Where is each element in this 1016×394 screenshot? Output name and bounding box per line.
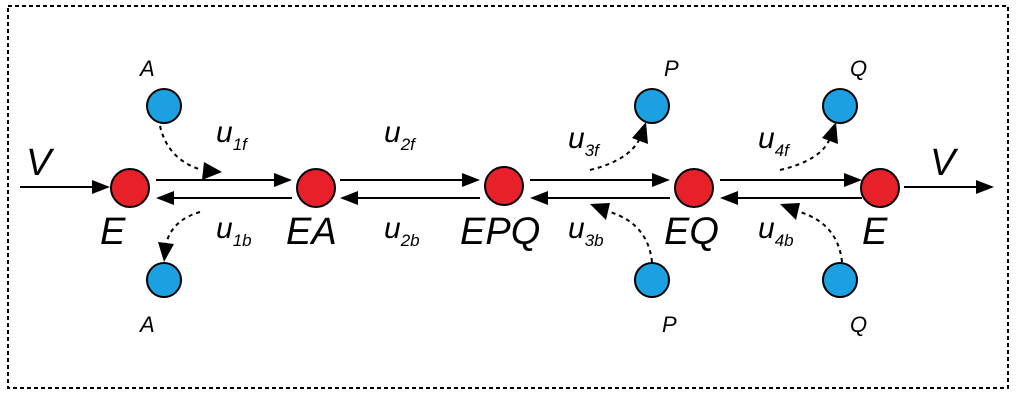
input-flux-arrow	[20, 180, 110, 194]
reaction-arrows-step-2	[340, 173, 480, 205]
rate-3f-symbol: u	[568, 122, 585, 155]
rate-1b-label: u1b	[216, 212, 252, 250]
rate-1b-subscript: 1b	[233, 231, 252, 250]
node-e-start	[110, 168, 150, 208]
node-e-end	[860, 168, 900, 208]
binding-arrow-a-in	[159, 125, 222, 180]
species-a-in-node	[146, 88, 182, 124]
rate-4f-label: u4f	[758, 122, 791, 160]
node-epq	[484, 166, 524, 206]
rate-2f-symbol: u	[384, 116, 401, 149]
species-p-out-label: P	[664, 56, 679, 81]
species-p-in-node	[634, 262, 670, 298]
species-p-out-node	[634, 88, 670, 124]
species-a-out-label: A	[138, 312, 155, 337]
rate-4b-symbol: u	[758, 212, 775, 245]
species-q-out-label: Q	[850, 56, 867, 81]
species-a-out-node	[146, 262, 182, 298]
release-arrow-a-out	[158, 211, 201, 262]
node-e-end-label: E	[862, 211, 888, 253]
release-arrow-q-out	[779, 122, 838, 171]
rate-2f-subscript: 2f	[400, 135, 417, 154]
rate-1f-subscript: 1f	[233, 135, 249, 154]
rate-1b-symbol: u	[216, 212, 233, 245]
rate-4b-label: u4b	[758, 212, 794, 250]
species-q-in-label: Q	[850, 312, 867, 337]
reaction-arrows-step-1	[156, 173, 292, 205]
binding-arrow-p-in	[590, 203, 653, 263]
rate-2f-label: u2f	[384, 116, 417, 154]
rate-4f-symbol: u	[758, 122, 775, 155]
node-eq	[674, 168, 714, 208]
rate-3b-symbol: u	[568, 212, 585, 245]
node-ea	[296, 168, 336, 208]
node-epq-label: EPQ	[460, 211, 540, 253]
reaction-arrows-step-3	[530, 173, 670, 205]
node-e-start-label: E	[100, 211, 126, 253]
rate-2b-symbol: u	[384, 212, 401, 245]
node-eq-label: EQ	[664, 211, 719, 253]
diagram-border	[7, 5, 1009, 389]
input-flux-label: V	[26, 142, 55, 184]
rate-3f-label: u3f	[568, 122, 601, 160]
rate-3b-subscript: 3b	[585, 231, 604, 250]
rate-1f-symbol: u	[216, 116, 233, 149]
rate-4b-subscript: 4b	[775, 231, 794, 250]
species-q-in-node	[822, 262, 858, 298]
species-p-in-label: P	[662, 312, 677, 337]
species-a-in-label: A	[138, 56, 155, 81]
output-flux-label: V	[930, 142, 959, 184]
node-ea-label: EA	[286, 211, 337, 253]
rate-3b-label: u3b	[568, 212, 604, 250]
rate-3f-subscript: 3f	[585, 141, 601, 160]
rate-2b-label: u2b	[384, 212, 420, 250]
rate-4f-subscript: 4f	[775, 141, 791, 160]
rate-1f-label: u1f	[216, 116, 249, 154]
reaction-arrows-step-4	[720, 173, 862, 205]
output-flux-arrow	[904, 180, 994, 194]
species-q-out-node	[822, 88, 858, 124]
release-arrow-p-out	[589, 122, 648, 171]
binding-arrow-q-in	[780, 203, 843, 263]
rate-2b-subscript: 2b	[400, 231, 420, 250]
